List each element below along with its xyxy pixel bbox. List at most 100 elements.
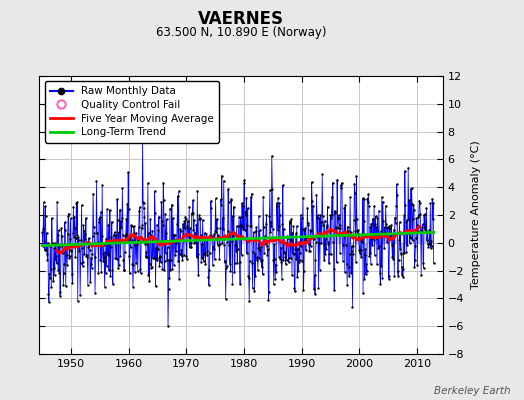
Point (228, 212, 237, 219)
Point (346, 229, 355, 236)
Point (374, 245, 383, 251)
Point (133, 240, 141, 247)
Point (390, 273, 398, 280)
Point (150, 255, 158, 261)
Point (203, 248, 211, 255)
Point (311, 256, 320, 263)
Point (425, 241, 434, 247)
Point (151, 210, 159, 216)
Point (290, 251, 298, 257)
Point (258, 256, 266, 263)
Point (46, 242, 54, 249)
Point (209, 262, 217, 268)
Point (245, 275, 253, 282)
Point (120, 267, 128, 274)
Point (123, 201, 132, 207)
Point (59, 250, 67, 256)
Point (343, 223, 352, 230)
Point (278, 221, 287, 227)
Point (119, 267, 128, 273)
Point (303, 238, 311, 244)
Point (240, 177, 248, 183)
Point (382, 221, 390, 227)
Point (90, 240, 99, 246)
Point (128, 237, 136, 244)
Point (174, 188, 183, 195)
Point (256, 247, 265, 253)
Point (75, 248, 83, 254)
Point (52, 253, 60, 260)
Point (309, 233, 317, 239)
Point (84, 282, 92, 288)
Point (296, 249, 304, 256)
Point (195, 215, 204, 221)
Point (155, 263, 163, 269)
Point (323, 222, 331, 228)
Point (174, 258, 182, 265)
Point (271, 262, 280, 268)
Point (389, 256, 398, 262)
Point (192, 222, 201, 228)
Point (97, 232, 106, 239)
Point (101, 249, 110, 256)
Point (104, 251, 112, 258)
Point (274, 227, 282, 233)
Point (162, 230, 170, 236)
Point (397, 250, 405, 256)
Point (312, 238, 320, 245)
Point (132, 260, 140, 266)
Point (337, 180, 346, 186)
Point (351, 190, 359, 196)
Point (94, 270, 103, 276)
Point (347, 248, 356, 254)
Point (369, 216, 377, 222)
Point (67, 215, 75, 222)
Point (79, 222, 88, 228)
Point (211, 228, 219, 234)
Point (88, 265, 96, 271)
Point (74, 237, 83, 244)
Point (326, 212, 334, 218)
Point (53, 199, 61, 205)
Point (358, 239, 366, 245)
Point (298, 258, 306, 264)
Point (276, 255, 285, 262)
Point (377, 263, 386, 269)
Point (213, 216, 221, 222)
Point (148, 254, 157, 261)
Point (384, 273, 392, 279)
Point (378, 198, 387, 205)
Point (172, 248, 180, 254)
Point (419, 265, 428, 271)
Point (82, 252, 91, 259)
Point (205, 282, 213, 288)
Point (387, 222, 396, 228)
Point (409, 216, 417, 222)
Point (210, 230, 219, 237)
Point (56, 292, 64, 299)
Point (236, 281, 244, 287)
Point (300, 267, 308, 274)
Point (169, 232, 178, 238)
Point (350, 217, 358, 223)
Point (294, 259, 303, 265)
Point (292, 256, 300, 262)
Point (220, 242, 228, 249)
Point (339, 242, 347, 248)
Point (233, 260, 242, 266)
Point (340, 204, 348, 211)
Point (173, 193, 182, 199)
Point (53, 232, 62, 238)
Point (185, 204, 193, 210)
Point (138, 136, 147, 142)
Point (414, 211, 423, 218)
Point (68, 280, 77, 286)
Point (47, 284, 56, 290)
Point (238, 224, 247, 230)
Point (386, 224, 394, 231)
Point (422, 227, 430, 234)
Point (264, 246, 272, 252)
Point (425, 226, 433, 233)
Point (226, 230, 234, 236)
Point (323, 204, 332, 210)
